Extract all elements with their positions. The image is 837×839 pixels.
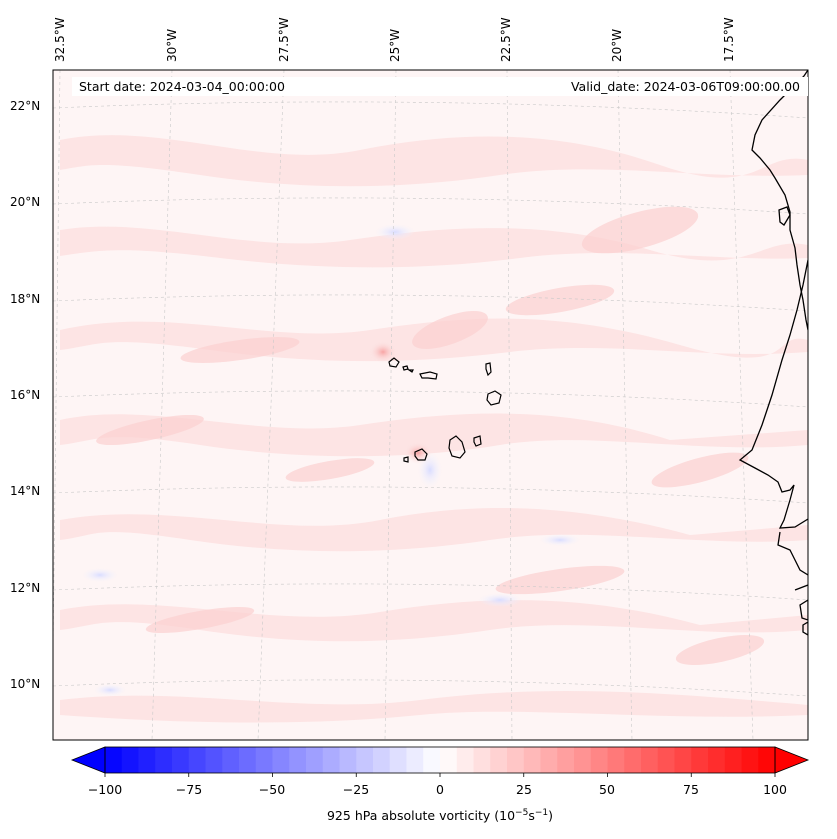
colorbar-level: [188, 747, 206, 773]
colorbar-tick-label: −50: [258, 782, 286, 797]
colorbar-level: [507, 747, 525, 773]
colorbar-level: [741, 747, 759, 773]
island-wake-north: [369, 341, 397, 363]
colorbar-level: [724, 747, 742, 773]
colorbar-tick-label: 25: [516, 782, 532, 797]
colorbar-tick-label: 50: [599, 782, 615, 797]
colorbar-level: [523, 747, 541, 773]
colorbar-level: [456, 747, 474, 773]
colorbar-level: [590, 747, 608, 773]
colorbar-level: [272, 747, 290, 773]
colorbar-level: [356, 747, 374, 773]
lat-label-14n: 14°N: [10, 484, 41, 498]
lat-label-22n: 22°N: [10, 99, 41, 113]
colorbar-level: [574, 747, 592, 773]
colorbar-level: [657, 747, 675, 773]
colorbar-level: [758, 747, 776, 773]
lat-label-18n: 18°N: [10, 292, 41, 306]
colorbar-level: [423, 747, 441, 773]
colorbar-level: [155, 747, 173, 773]
colorbar-level: [306, 747, 324, 773]
colorbar-level: [708, 747, 726, 773]
lat-label-16n: 16°N: [10, 388, 41, 402]
colorbar-tick-label: 0: [436, 782, 444, 797]
colorbar-level: [205, 747, 223, 773]
colorbar-label-prefix: 925 hPa absolute vorticity (10: [326, 808, 516, 824]
colorbar-level: [557, 747, 575, 773]
colorbar-label-suffix: ): [548, 808, 553, 824]
colorbar-level: [540, 747, 558, 773]
colorbar-level: [239, 747, 257, 773]
colorbar-label-exp1: −5: [515, 808, 529, 818]
colorbar-level: [339, 747, 357, 773]
colorbar-level: [674, 747, 692, 773]
colorbar-level: [255, 747, 273, 773]
vorticity-streaks-strong: [96, 206, 765, 666]
colorbar-level: [406, 747, 424, 773]
colorbar-level: [691, 747, 709, 773]
map-frame: [52, 69, 809, 741]
colorbar-level: [624, 747, 642, 773]
colorbar-level: [641, 747, 659, 773]
colorbar: [70, 746, 810, 777]
info-header: Start date: 2024-03-04_00:00:00 Valid_da…: [72, 77, 808, 96]
colorbar-tick-label: 75: [683, 782, 699, 797]
lat-label-12n: 12°N: [10, 581, 41, 595]
colorbar-level: [121, 747, 139, 773]
colorbar-level: [222, 747, 240, 773]
cape-verde-islands: [388, 357, 502, 463]
colorbar-level: [105, 747, 123, 773]
colorbar-label: 925 hPa absolute vorticity (10−5s−1): [0, 808, 837, 823]
colorbar-level: [289, 747, 307, 773]
colorbar-extend-max: [774, 746, 810, 774]
lat-label-20n: 20°N: [10, 195, 41, 209]
colorbar-level: [322, 747, 340, 773]
colorbar-level: [473, 747, 491, 773]
colorbar-label-exp2: −1: [534, 808, 549, 818]
colorbar-level: [389, 747, 407, 773]
colorbar-level: [373, 747, 391, 773]
lat-label-10n: 10°N: [10, 677, 41, 691]
coastline: [738, 70, 808, 636]
start-date: Start date: 2024-03-04_00:00:00: [79, 79, 285, 94]
colorbar-level: [490, 747, 508, 773]
colorbar-label-unit: s: [528, 808, 535, 824]
colorbar-level: [138, 747, 156, 773]
colorbar-tick-label: −100: [87, 782, 123, 797]
colorbar-tick-label: −75: [175, 782, 203, 797]
colorbar-level: [607, 747, 625, 773]
colorbar-tick-label: 100: [763, 782, 787, 797]
colorbar-tick-label: −25: [342, 782, 370, 797]
colorbar-level: [172, 747, 190, 773]
colorbar-extend-min: [70, 746, 106, 774]
colorbar-level: [440, 747, 458, 773]
negative-vorticity-patches: [82, 224, 580, 696]
valid-date: Valid_date: 2024-03-06T09:00:00.00: [570, 79, 800, 94]
